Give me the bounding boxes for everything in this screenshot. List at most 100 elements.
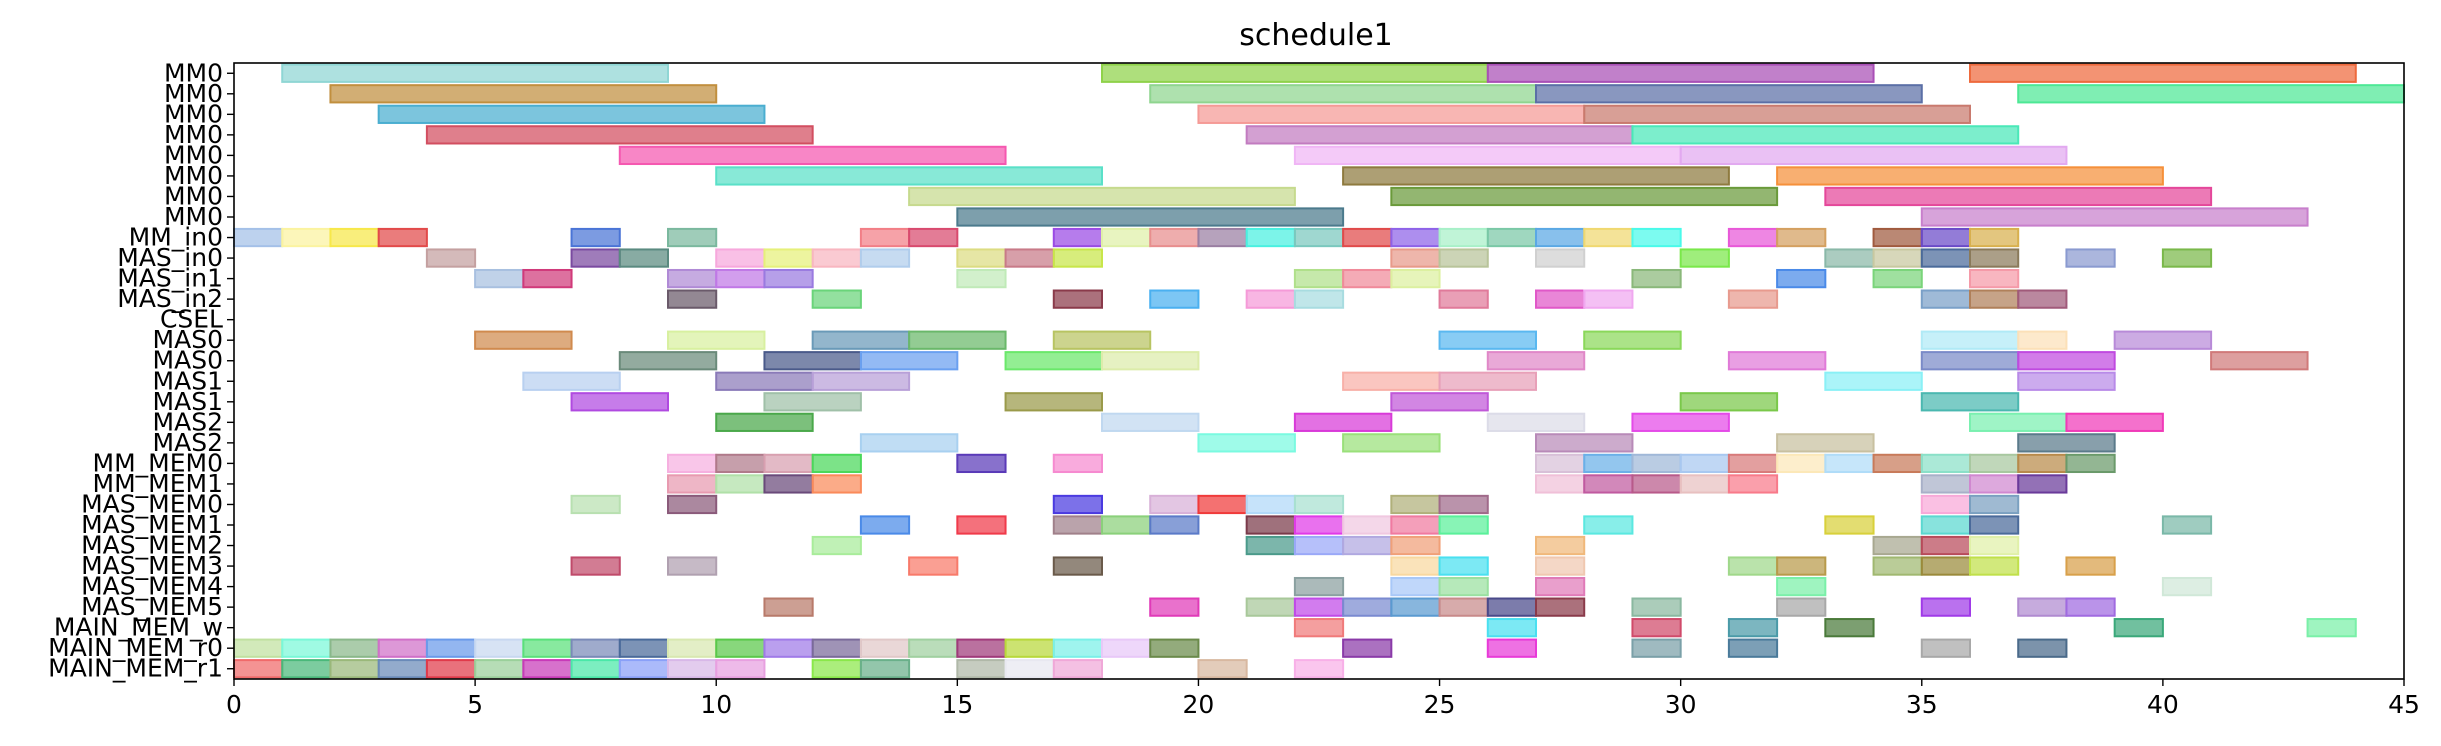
task-bar-246 [2113, 618, 2164, 638]
task-bar-60 [1052, 248, 1104, 268]
task-bar-48 [1872, 227, 1923, 248]
task-bar-75 [763, 268, 814, 289]
task-bar-290 [1197, 659, 1248, 679]
task-bar-107 [618, 351, 718, 371]
task-bar-190 [1293, 515, 1345, 535]
y-tick-label: MAIN_MEM_w [54, 613, 223, 642]
y-tick-label: MM0 [164, 79, 223, 108]
task-bar-193 [1438, 515, 1489, 535]
task-bar-138 [1197, 433, 1296, 453]
task-bar-126 [1004, 392, 1103, 412]
task-bar-203 [1390, 535, 1441, 556]
task-bar-36 [1197, 227, 1248, 248]
task-bar-67 [1920, 248, 1972, 268]
y-tick-label: MM_MEM1 [93, 469, 223, 498]
task-bar-87 [1149, 289, 1200, 309]
task-bar-163 [763, 474, 814, 494]
task-bar-116 [2210, 351, 2309, 371]
task-bar-224 [1535, 576, 1586, 597]
task-bar-269 [1486, 638, 1538, 658]
task-bar-123 [2017, 371, 2116, 391]
task-bar-264 [1004, 638, 1055, 658]
y-tick-label: MAS_in2 [117, 284, 223, 313]
x-tick-label: 45 [2388, 690, 2420, 719]
y-tick-label: CSEL [160, 305, 223, 334]
task-bar-225 [1776, 576, 1827, 597]
task-bar-63 [1535, 248, 1586, 268]
task-bar-32 [908, 227, 959, 248]
task-bar-268 [1342, 638, 1393, 658]
task-bar-188 [1149, 515, 1200, 535]
task-bar-280 [522, 659, 573, 679]
task-bar-195 [1824, 515, 1875, 535]
task-bar-124 [570, 392, 669, 412]
y-tick-label: MAS_MEM4 [81, 572, 223, 601]
task-bar-148 [1052, 453, 1104, 474]
task-bar-26 [281, 227, 332, 248]
task-bar-228 [1149, 597, 1200, 617]
x-tick-label: 35 [1906, 690, 1938, 719]
task-bar-213 [1438, 556, 1489, 576]
task-bar-161 [667, 474, 718, 494]
y-tick-label: MAS1 [153, 387, 223, 416]
task-bar-145 [763, 453, 814, 474]
task-bar-267 [1149, 638, 1200, 658]
y-tick-label: MAS_MEM5 [81, 592, 223, 621]
task-bar-217 [1872, 556, 1923, 576]
task-bar-162 [715, 474, 766, 494]
task-bar-97 [474, 330, 573, 350]
task-bar-216 [1776, 556, 1827, 576]
task-bar-258 [715, 638, 766, 658]
task-bar-196 [1920, 515, 1972, 535]
task-bar-218 [1920, 556, 1972, 576]
task-bar-68 [1969, 248, 2020, 268]
task-bar-238 [1920, 597, 1972, 617]
y-tick-label: MM0 [164, 202, 223, 231]
task-bar-8 [377, 104, 766, 124]
task-bar-92 [1583, 289, 1634, 309]
task-bar-34 [1101, 227, 1152, 248]
task-bar-59 [1004, 248, 1055, 268]
task-bar-24 [1920, 207, 2309, 227]
task-bar-155 [1824, 453, 1875, 474]
task-bar-95 [1969, 289, 2020, 309]
task-bar-260 [811, 638, 862, 658]
task-bar-209 [667, 556, 718, 576]
task-bar-61 [1390, 248, 1441, 268]
task-bar-127 [1390, 392, 1489, 412]
task-bar-131 [1101, 412, 1200, 432]
task-bar-210 [908, 556, 959, 576]
task-bar-81 [1776, 268, 1827, 289]
task-bar-104 [1920, 330, 2020, 350]
task-bar-11 [425, 125, 814, 145]
task-bar-7 [2017, 84, 2405, 104]
task-bar-79 [1390, 268, 1441, 289]
task-bar-186 [1052, 515, 1104, 535]
task-bar-182 [1920, 494, 1972, 515]
task-bar-291 [1293, 659, 1345, 679]
y-tick-label: MAS1 [153, 366, 223, 395]
y-tick-label: MM_in0 [129, 223, 223, 252]
task-bar-142 [2017, 433, 2116, 453]
task-bar-288 [1004, 659, 1055, 679]
task-bar-113 [1727, 351, 1827, 371]
task-bar-278 [425, 659, 477, 679]
task-bar-80 [1631, 268, 1682, 289]
task-bar-0 [281, 63, 669, 83]
task-bar-187 [1101, 515, 1152, 535]
task-bar-273 [2017, 638, 2068, 658]
task-bar-76 [956, 268, 1007, 289]
task-bar-102 [1438, 330, 1537, 350]
task-bar-249 [281, 638, 332, 658]
task-bar-259 [763, 638, 814, 658]
task-bar-244 [1727, 618, 1779, 638]
y-tick-label: MAS0 [153, 325, 223, 354]
task-bar-50 [1969, 227, 2020, 248]
task-bar-73 [667, 268, 718, 289]
task-bar-51 [425, 248, 477, 268]
task-bar-106 [2113, 330, 2213, 350]
task-bar-9 [1197, 104, 1586, 124]
task-bar-64 [1679, 248, 1730, 268]
task-bar-158 [1969, 453, 2020, 474]
